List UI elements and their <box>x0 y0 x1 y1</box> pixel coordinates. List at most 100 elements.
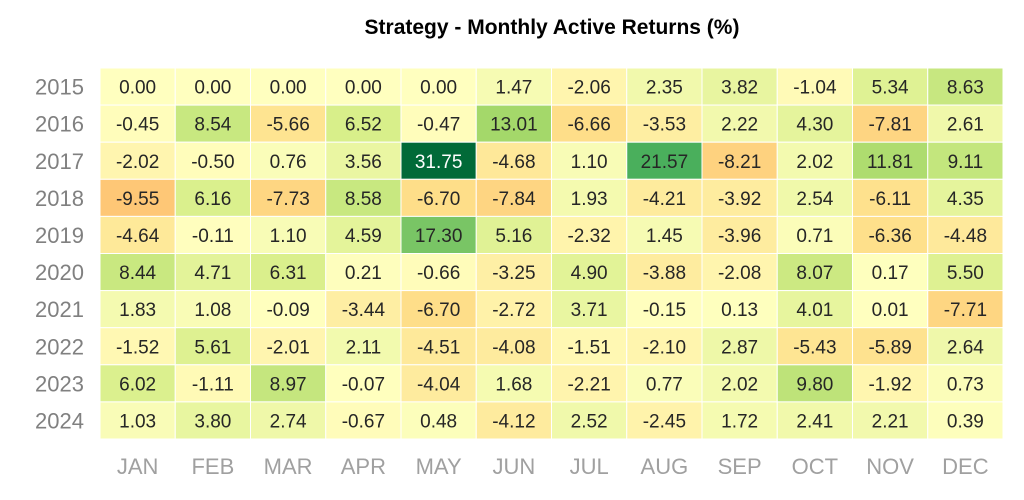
heatmap-cell <box>99 290 176 329</box>
x-tick-label: MAR <box>264 454 313 479</box>
cell-value-label: 2.54 <box>796 189 833 210</box>
cell-value-label: 2.61 <box>947 115 984 136</box>
cell-value-label: 1.03 <box>119 411 156 432</box>
cell-value-label: 6.31 <box>270 263 307 284</box>
heatmap-cell <box>776 290 853 329</box>
x-tick-label: JAN <box>117 454 159 479</box>
heatmap-cell <box>551 290 628 329</box>
cell-value-label: 0.13 <box>721 300 758 321</box>
heatmap-cell <box>626 104 703 143</box>
cell-value-label: 1.83 <box>119 300 156 321</box>
cell-value-label: -6.11 <box>869 189 911 210</box>
heatmap-cell <box>174 401 251 440</box>
y-axis-ticks: 2015 2016 2017 2018 2019 2020 2021 2022 2023 2024 <box>35 75 84 434</box>
cell-value-label: 3.56 <box>345 152 382 173</box>
cell-value-label: 31.75 <box>415 152 463 173</box>
heatmap-cell <box>626 215 703 254</box>
x-axis-ticks: JAN FEB MAR APR MAY JUN JUL AUG SEP OCT NOV DEC <box>117 454 989 479</box>
cell-value-label: 5.34 <box>872 78 909 99</box>
heatmap-cell <box>776 104 853 143</box>
cell-value-label: -3.53 <box>643 115 686 136</box>
cell-value-label: 0.00 <box>270 78 307 99</box>
cell-value-label: -2.08 <box>718 263 761 284</box>
heatmap-cell <box>927 253 1004 292</box>
heatmap-cell <box>325 327 402 366</box>
cell-value-label: -3.44 <box>342 300 386 321</box>
heatmap-cell <box>551 253 628 292</box>
heatmap-cell <box>99 178 176 217</box>
cell-value-label: -2.32 <box>567 226 610 247</box>
y-tick-label: 2021 <box>35 297 84 322</box>
cell-value-label: 2.64 <box>947 337 984 358</box>
cell-value-label: 1.10 <box>571 152 608 173</box>
heatmap-cell <box>475 104 552 143</box>
cell-value-label: 1.45 <box>646 226 683 247</box>
cell-value-label: 6.02 <box>119 374 156 395</box>
heatmap-cell <box>250 178 327 217</box>
cell-value-label: 9.80 <box>796 374 833 395</box>
heatmap-cell <box>927 104 1004 143</box>
heatmap-cell <box>174 364 251 403</box>
heatmap-cell <box>250 327 327 366</box>
cell-value-label: -2.21 <box>567 374 610 395</box>
heatmap-cell <box>250 401 327 440</box>
cell-value-label: 0.00 <box>119 78 156 99</box>
cell-value-label: 8.58 <box>345 189 382 210</box>
x-tick-label: SEP <box>718 454 762 479</box>
heatmap-cells: 0.00 0.00 0.00 0.00 0.00 1.47 -2.06 2.35 3.82 -1.… <box>99 67 1004 440</box>
cell-value-label: 5.50 <box>947 263 984 284</box>
heatmap-cell <box>475 290 552 329</box>
heatmap-cell <box>776 401 853 440</box>
cell-value-label: 2.41 <box>796 411 833 432</box>
cell-value-label: 2.52 <box>571 411 608 432</box>
cell-value-label: 1.08 <box>194 300 231 321</box>
heatmap-cell <box>250 67 327 106</box>
heatmap-cell <box>701 178 778 217</box>
cell-value-label: 4.01 <box>796 300 833 321</box>
y-tick-label: 2017 <box>35 149 84 174</box>
heatmap-cell <box>250 290 327 329</box>
heatmap-cell <box>99 67 176 106</box>
cell-value-label: -4.21 <box>643 189 686 210</box>
heatmap-cell <box>701 104 778 143</box>
heatmap-cell <box>776 67 853 106</box>
y-tick-label: 2015 <box>35 75 84 100</box>
heatmap-cell <box>400 327 477 366</box>
cell-value-label: 0.77 <box>646 374 683 395</box>
cell-value-label: -3.88 <box>643 263 686 284</box>
heatmap-cell <box>99 253 176 292</box>
cell-value-label: -4.12 <box>492 411 535 432</box>
x-tick-label: JUN <box>492 454 535 479</box>
cell-value-label: -4.08 <box>492 337 535 358</box>
cell-value-label: 13.01 <box>490 115 538 136</box>
cell-value-label: -7.73 <box>266 189 309 210</box>
heatmap-cell <box>325 253 402 292</box>
cell-value-label: 3.71 <box>571 300 608 321</box>
x-tick-label: AUG <box>641 454 689 479</box>
cell-value-label: 8.44 <box>119 263 156 284</box>
heatmap-cell <box>927 364 1004 403</box>
heatmap-cell <box>400 401 477 440</box>
cell-value-label: 2.02 <box>796 152 833 173</box>
heatmap-cell <box>852 290 929 329</box>
cell-value-label: 4.71 <box>194 263 231 284</box>
cell-value-label: 2.22 <box>721 115 758 136</box>
cell-value-label: 9.11 <box>948 152 984 173</box>
cell-value-label: -2.01 <box>266 337 309 358</box>
cell-value-label: 6.52 <box>345 115 382 136</box>
cell-value-label: 8.63 <box>947 78 984 99</box>
y-tick-label: 2024 <box>35 408 84 433</box>
cell-value-label: 4.35 <box>947 189 984 210</box>
y-tick-label: 2016 <box>35 112 84 137</box>
cell-value-label: 0.21 <box>345 263 382 284</box>
heatmap-cell <box>325 364 402 403</box>
cell-value-label: 1.93 <box>571 189 608 210</box>
heatmap-cell <box>776 178 853 217</box>
cell-value-label: -5.43 <box>793 337 836 358</box>
cell-value-label: 4.90 <box>571 263 608 284</box>
cell-value-label: -0.15 <box>643 300 686 321</box>
cell-value-label: 1.68 <box>495 374 532 395</box>
cell-value-label: 0.39 <box>947 411 984 432</box>
heatmap-cell <box>852 215 929 254</box>
cell-value-label: -8.21 <box>718 152 761 173</box>
